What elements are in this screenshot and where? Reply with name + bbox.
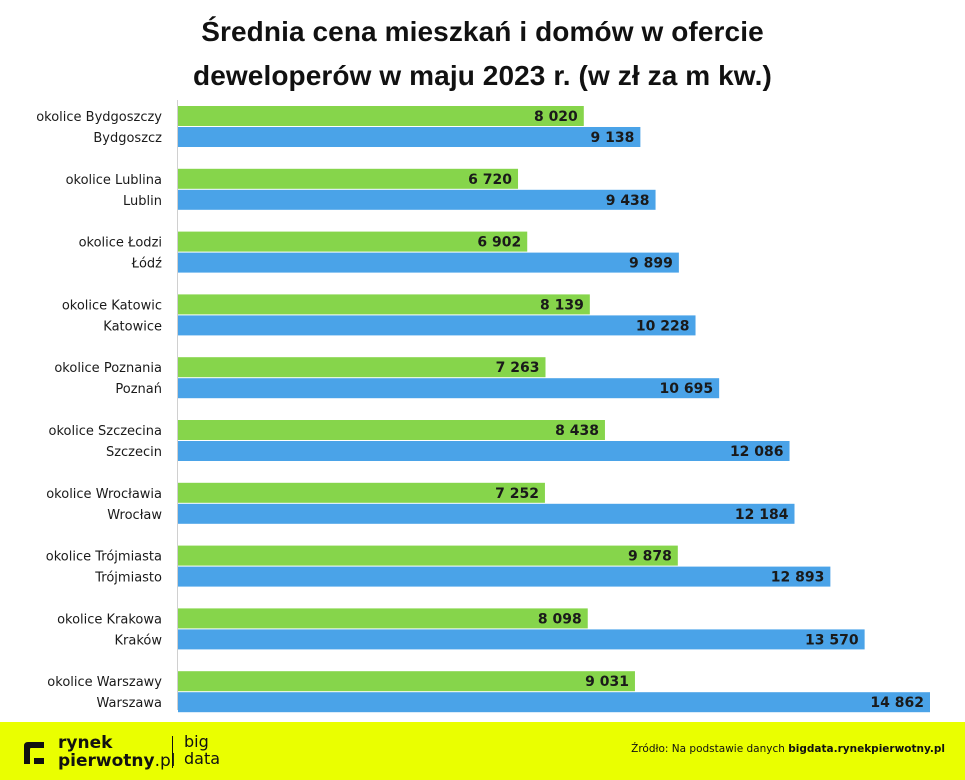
bar-value-label: 9 878: [628, 549, 672, 565]
footer-divider: [172, 736, 173, 768]
chart-title: Średnia cena mieszkań i domów w ofercie …: [0, 10, 965, 98]
bar-city: [178, 503, 795, 524]
bar-value-label: 13 570: [805, 632, 859, 648]
bar-city: [178, 692, 930, 713]
category-label: okolice Wrocławia: [46, 487, 162, 502]
category-label: Łódź: [131, 257, 163, 272]
logo-line-1: rynek: [58, 733, 113, 753]
bar-value-label: 6 902: [477, 235, 521, 251]
bar-value-label: 9 138: [591, 130, 635, 146]
bar-city: [178, 378, 720, 399]
bar-surroundings: [178, 420, 605, 440]
bigdata-line-2: data: [184, 749, 221, 768]
bar-surroundings: [178, 357, 546, 378]
category-label: okolice Łodzi: [79, 236, 162, 251]
bar-city: [178, 189, 656, 210]
category-label: okolice Trójmiasta: [46, 550, 162, 565]
category-label: okolice Szczecina: [49, 424, 162, 439]
bar-value-label: 8 020: [534, 109, 578, 125]
bar-city: [178, 127, 641, 147]
category-label: okolice Krakowa: [57, 612, 162, 627]
bar-value-label: 12 184: [735, 507, 789, 523]
bar-value-label: 9 438: [606, 193, 650, 209]
bar-surroundings: [178, 671, 635, 692]
bar-surroundings: [178, 168, 519, 189]
logo-line-2-suffix: .pl: [154, 751, 176, 771]
bar-value-label: 12 086: [730, 444, 784, 460]
bar-value-label: 10 695: [660, 381, 714, 397]
bar-value-label: 8 438: [555, 423, 599, 439]
bar-surroundings: [178, 608, 588, 629]
category-label: okolice Lublina: [66, 173, 162, 188]
category-label: okolice Poznania: [54, 361, 162, 376]
bar-value-label: 6 720: [468, 172, 512, 188]
bar-value-label: 9 899: [629, 256, 673, 272]
bar-surroundings: [178, 231, 528, 252]
category-label: okolice Warszawy: [47, 675, 162, 690]
bar-value-label: 8 139: [540, 297, 584, 313]
bar-chart: 8 020 okolice Bydgoszczy 9 138 Bydgoszcz 6 7…: [0, 100, 965, 716]
bar-value-label: 7 263: [496, 360, 540, 376]
category-label: Trójmiasto: [94, 571, 162, 586]
bar-surroundings: [178, 545, 678, 566]
category-label: Katowice: [103, 319, 162, 334]
bar-city: [178, 629, 865, 650]
bar-surroundings: [178, 106, 584, 126]
footer-bar: rynek pierwotny.pl big data Źródło: Na p…: [0, 722, 965, 780]
bar-value-label: 8 098: [538, 611, 582, 627]
bar-value-label: 7 252: [495, 486, 539, 502]
bar-chart-svg: 8 020 okolice Bydgoszczy 9 138 Bydgoszcz 6 7…: [36, 100, 930, 713]
chart-title-line-2: deweloperów w maju 2023 r. (w zł za m kw…: [193, 60, 772, 91]
category-label: Warszawa: [97, 696, 163, 711]
category-label: Wrocław: [107, 508, 162, 523]
bar-value-label: 9 031: [585, 674, 629, 690]
source-link[interactable]: bigdata.rynekpierwotny.pl: [788, 743, 945, 755]
category-label: Kraków: [115, 633, 163, 648]
bigdata-line-1: big: [184, 732, 209, 751]
bar-city: [178, 315, 696, 336]
category-label: Bydgoszcz: [93, 131, 162, 146]
logo-mark-icon: [24, 742, 44, 764]
bar-city: [178, 441, 790, 461]
bar-surroundings: [178, 294, 590, 315]
category-label: okolice Bydgoszczy: [36, 110, 162, 125]
source-prefix: Źródło: Na podstawie danych: [631, 743, 785, 755]
bar-city: [178, 252, 679, 273]
bigdata-logo[interactable]: big data: [184, 733, 220, 767]
logo-line-2: pierwotny.pl: [58, 752, 176, 770]
category-label: Szczecin: [106, 445, 162, 460]
bar-value-label: 12 893: [771, 570, 825, 586]
chart-title-line-1: Średnia cena mieszkań i domów w ofercie: [201, 16, 764, 47]
category-label: Lublin: [123, 194, 162, 209]
logo-line-2-main: pierwotny: [58, 751, 155, 771]
source-note: Źródło: Na podstawie danych bigdata.ryne…: [631, 743, 945, 755]
logo-wordmark: rynek pierwotny.pl: [58, 734, 176, 770]
bar-value-label: 14 862: [870, 695, 924, 711]
category-label: okolice Katowic: [62, 298, 162, 313]
bar-value-label: 10 228: [636, 318, 690, 334]
bar-surroundings: [178, 482, 545, 503]
category-label: Poznań: [115, 382, 162, 397]
bar-city: [178, 566, 831, 587]
